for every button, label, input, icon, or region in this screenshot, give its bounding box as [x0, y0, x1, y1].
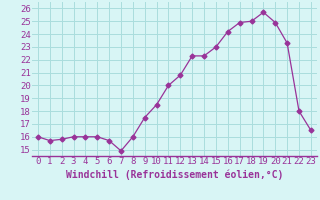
- X-axis label: Windchill (Refroidissement éolien,°C): Windchill (Refroidissement éolien,°C): [66, 169, 283, 180]
